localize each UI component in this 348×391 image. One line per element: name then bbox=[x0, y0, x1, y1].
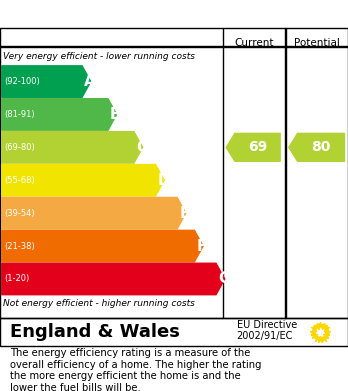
Text: (1-20): (1-20) bbox=[4, 274, 30, 283]
Text: EU Directive
2002/91/EC: EU Directive 2002/91/EC bbox=[237, 320, 297, 341]
Text: The energy efficiency rating is a measure of the
overall efficiency of a home. T: The energy efficiency rating is a measur… bbox=[10, 348, 262, 391]
Bar bbox=[0, 46, 348, 47]
Text: (92-100): (92-100) bbox=[4, 77, 40, 86]
Polygon shape bbox=[2, 263, 225, 295]
Polygon shape bbox=[2, 99, 117, 130]
Polygon shape bbox=[2, 197, 186, 229]
Text: A: A bbox=[84, 74, 96, 89]
Text: D: D bbox=[158, 173, 170, 188]
Text: England & Wales: England & Wales bbox=[10, 323, 180, 341]
Polygon shape bbox=[2, 165, 164, 196]
Text: C: C bbox=[136, 140, 147, 155]
Text: Very energy efficient - lower running costs: Very energy efficient - lower running co… bbox=[3, 52, 196, 61]
Text: (81-91): (81-91) bbox=[4, 110, 35, 119]
Polygon shape bbox=[2, 132, 143, 163]
Text: Energy Efficiency Rating: Energy Efficiency Rating bbox=[10, 5, 239, 23]
Text: G: G bbox=[218, 271, 231, 287]
Text: Potential: Potential bbox=[294, 38, 340, 48]
Text: Not energy efficient - higher running costs: Not energy efficient - higher running co… bbox=[3, 299, 195, 308]
Text: F: F bbox=[197, 239, 207, 254]
Text: (69-80): (69-80) bbox=[4, 143, 35, 152]
Text: (55-68): (55-68) bbox=[4, 176, 35, 185]
Polygon shape bbox=[289, 133, 345, 161]
Polygon shape bbox=[226, 133, 280, 161]
Text: B: B bbox=[110, 107, 122, 122]
Text: 80: 80 bbox=[311, 140, 331, 154]
Text: (21-38): (21-38) bbox=[4, 242, 35, 251]
Text: Current: Current bbox=[234, 38, 274, 48]
Bar bbox=[285, 28, 286, 318]
Text: E: E bbox=[179, 206, 190, 221]
Text: 69: 69 bbox=[248, 140, 267, 154]
Polygon shape bbox=[2, 66, 91, 97]
Text: (39-54): (39-54) bbox=[4, 209, 35, 218]
Polygon shape bbox=[2, 230, 203, 262]
